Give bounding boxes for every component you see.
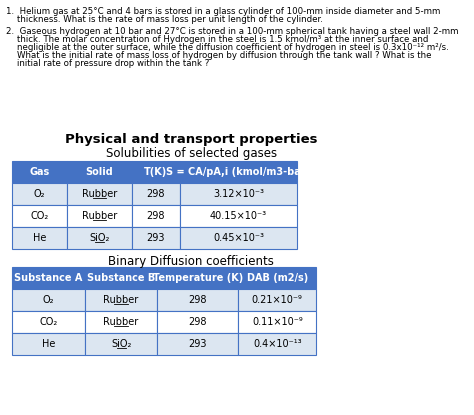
FancyBboxPatch shape: [238, 267, 317, 289]
FancyBboxPatch shape: [132, 183, 180, 205]
Text: What is the initial rate of mass loss of hydrogen by diffusion through the tank : What is the initial rate of mass loss of…: [7, 51, 432, 60]
Text: Rubber: Rubber: [82, 211, 117, 221]
Text: DAB (m2/s): DAB (m2/s): [246, 273, 308, 283]
Text: He: He: [42, 339, 55, 349]
Text: 298: 298: [146, 211, 165, 221]
Text: Rubber: Rubber: [103, 317, 139, 327]
Text: CO₂: CO₂: [39, 317, 57, 327]
FancyBboxPatch shape: [85, 333, 157, 355]
Text: thick. The molar concentration of Hydrogen in the steel is 1.5 kmol/m³ at the in: thick. The molar concentration of Hydrog…: [7, 35, 429, 44]
FancyBboxPatch shape: [132, 205, 180, 227]
Text: 0.21×10⁻⁹: 0.21×10⁻⁹: [252, 295, 303, 305]
FancyBboxPatch shape: [67, 205, 132, 227]
FancyBboxPatch shape: [85, 289, 157, 311]
Text: initial rate of pressure drop within the tank ?: initial rate of pressure drop within the…: [7, 59, 210, 68]
Text: 0.11×10⁻⁹: 0.11×10⁻⁹: [252, 317, 303, 327]
Text: 0.4×10⁻¹³: 0.4×10⁻¹³: [253, 339, 301, 349]
FancyBboxPatch shape: [12, 311, 85, 333]
Text: 40.15×10⁻³: 40.15×10⁻³: [210, 211, 267, 221]
FancyBboxPatch shape: [180, 161, 297, 183]
FancyBboxPatch shape: [180, 183, 297, 205]
FancyBboxPatch shape: [12, 227, 67, 249]
Text: Substance A: Substance A: [14, 273, 82, 283]
FancyBboxPatch shape: [180, 205, 297, 227]
Text: SiO₂: SiO₂: [89, 233, 109, 243]
FancyBboxPatch shape: [157, 289, 238, 311]
Text: 293: 293: [189, 339, 207, 349]
FancyBboxPatch shape: [67, 227, 132, 249]
FancyBboxPatch shape: [85, 311, 157, 333]
Text: He: He: [33, 233, 46, 243]
FancyBboxPatch shape: [12, 161, 67, 183]
Text: negligible at the outer surface, while the diffusion coefficient of hydrogen in : negligible at the outer surface, while t…: [7, 43, 449, 52]
Text: 1.  Helium gas at 25°C and 4 bars is stored in a glass cylinder of 100-mm inside: 1. Helium gas at 25°C and 4 bars is stor…: [7, 7, 441, 16]
FancyBboxPatch shape: [12, 205, 67, 227]
Text: Temperature (K): Temperature (K): [153, 273, 243, 283]
Text: 298: 298: [189, 317, 207, 327]
Text: thickness. What is the rate of mass loss per unit length of the cylinder.: thickness. What is the rate of mass loss…: [7, 15, 323, 24]
Text: 0.45×10⁻³: 0.45×10⁻³: [213, 233, 264, 243]
Text: SiO₂: SiO₂: [111, 339, 131, 349]
FancyBboxPatch shape: [12, 183, 67, 205]
Text: 293: 293: [146, 233, 165, 243]
Text: T(K): T(K): [144, 167, 167, 177]
Text: CO₂: CO₂: [30, 211, 49, 221]
Text: Rubber: Rubber: [82, 189, 117, 199]
Text: Substance B: Substance B: [87, 273, 155, 283]
Text: Solubilities of selected gases: Solubilities of selected gases: [106, 147, 277, 160]
FancyBboxPatch shape: [157, 267, 238, 289]
FancyBboxPatch shape: [157, 311, 238, 333]
Text: 298: 298: [189, 295, 207, 305]
FancyBboxPatch shape: [12, 267, 85, 289]
FancyBboxPatch shape: [132, 161, 180, 183]
FancyBboxPatch shape: [12, 333, 85, 355]
FancyBboxPatch shape: [132, 227, 180, 249]
Text: Rubber: Rubber: [103, 295, 139, 305]
FancyBboxPatch shape: [85, 267, 157, 289]
Text: 3.12×10⁻³: 3.12×10⁻³: [213, 189, 264, 199]
Text: Binary Diffusion coefficients: Binary Diffusion coefficients: [109, 255, 274, 268]
Text: Physical and transport properties: Physical and transport properties: [65, 133, 318, 146]
Text: O₂: O₂: [34, 189, 46, 199]
Text: 2.  Gaseous hydrogen at 10 bar and 27°C is stored in a 100-mm spherical tank hav: 2. Gaseous hydrogen at 10 bar and 27°C i…: [7, 27, 459, 36]
Text: Gas: Gas: [29, 167, 50, 177]
FancyBboxPatch shape: [67, 161, 132, 183]
Text: S = CA/pA,i (kmol/m3-bar): S = CA/pA,i (kmol/m3-bar): [166, 167, 310, 177]
FancyBboxPatch shape: [180, 227, 297, 249]
FancyBboxPatch shape: [157, 333, 238, 355]
FancyBboxPatch shape: [238, 333, 317, 355]
FancyBboxPatch shape: [67, 183, 132, 205]
Text: 298: 298: [146, 189, 165, 199]
FancyBboxPatch shape: [238, 289, 317, 311]
Text: O₂: O₂: [43, 295, 54, 305]
FancyBboxPatch shape: [238, 311, 317, 333]
FancyBboxPatch shape: [12, 289, 85, 311]
Text: Solid: Solid: [85, 167, 113, 177]
